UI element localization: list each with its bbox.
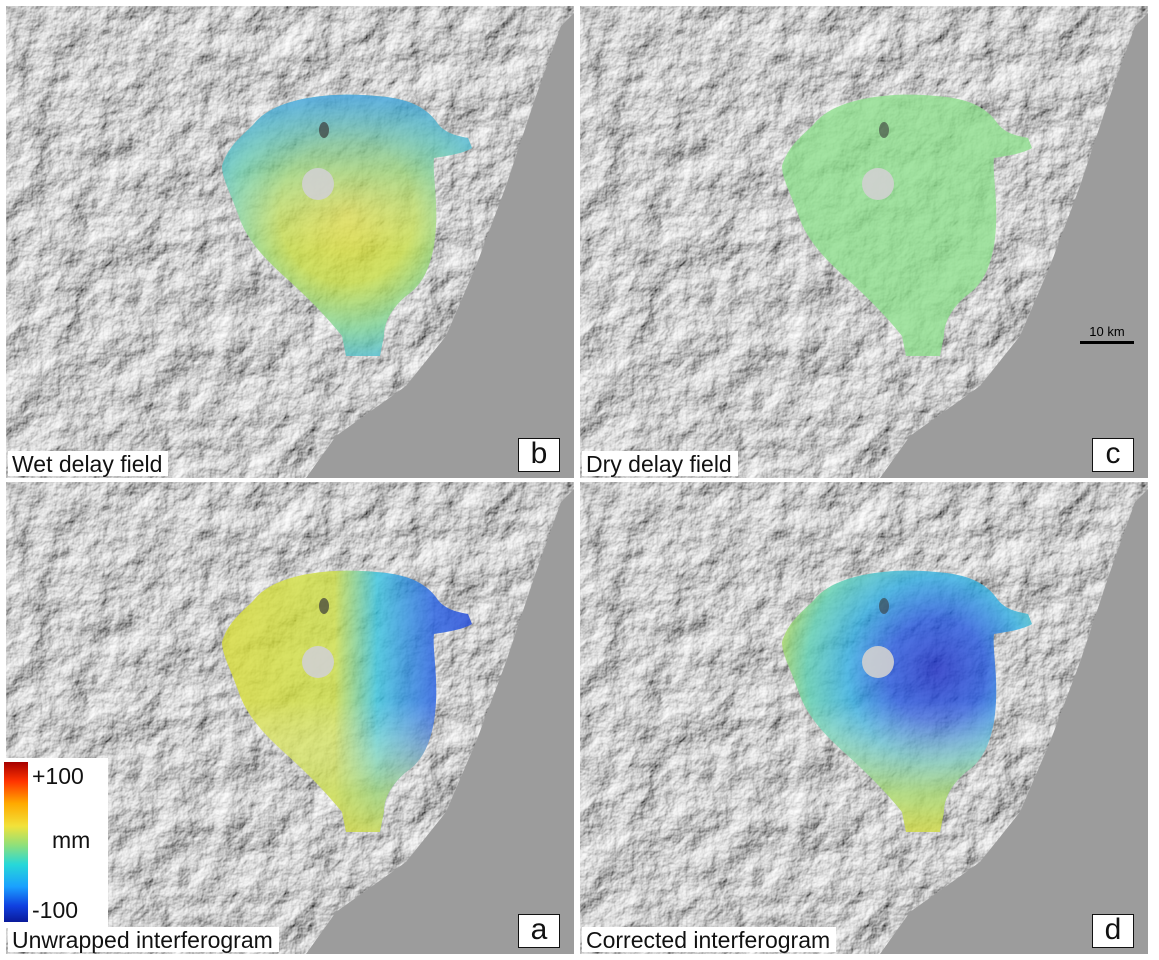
colorbar-min-label: -100 — [32, 897, 79, 923]
panel-corrected-interferogram: Corrected interferogram d — [580, 482, 1148, 954]
crater — [862, 168, 894, 200]
crater — [862, 646, 894, 678]
scale-bar-line — [1080, 341, 1134, 344]
panel-caption: Wet delay field — [8, 451, 169, 476]
panel-letter: d — [1092, 914, 1134, 948]
colorbar: +100 mm -100 — [0, 758, 108, 928]
panel-letter: b — [518, 438, 560, 472]
map-wet-delay — [6, 6, 574, 478]
colorbar-unit-label: mm — [52, 827, 91, 853]
panel-caption: Unwrapped interferogram — [8, 927, 279, 952]
crater — [302, 168, 334, 200]
panel-caption: Dry delay field — [582, 451, 738, 476]
crater — [302, 646, 334, 678]
map-dry-delay — [580, 6, 1148, 478]
panel-dry-delay: 10 km Dry delay field c — [580, 6, 1148, 478]
map-corrected-interferogram — [580, 482, 1148, 954]
scale-bar-label: 10 km — [1089, 324, 1125, 339]
panel-wet-delay: Wet delay field b — [6, 6, 574, 478]
panel-caption: Corrected interferogram — [582, 927, 837, 952]
colorbar-max-label: +100 — [32, 763, 84, 789]
colorbar-gradient — [4, 762, 28, 922]
panel-letter: a — [518, 914, 560, 948]
scale-bar: 10 km — [1080, 324, 1134, 344]
panel-letter: c — [1092, 438, 1134, 472]
